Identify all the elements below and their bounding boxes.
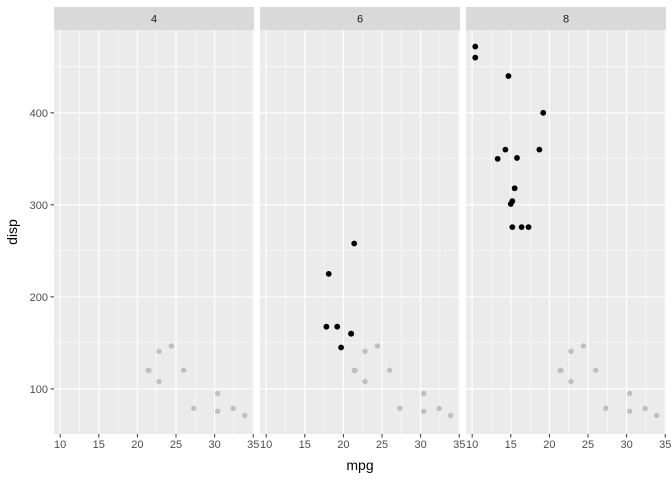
panel-background [54,30,254,434]
background-point [568,378,574,385]
data-point [351,240,358,247]
facet-panel-6: 6 [260,7,460,434]
x-tick-label: 30 [414,439,426,451]
x-axes: 10 15 20 25 30 35 10 15 20 25 30 35 10 15 20 25 30 35 [54,434,671,451]
data-point [536,146,543,153]
y-axis-title: disp [4,219,20,245]
facet-strip-label: 8 [563,14,569,26]
facet-strip-label: 6 [357,14,363,26]
background-point [215,408,221,414]
background-point [387,367,393,373]
background-point [436,405,442,412]
background-point [242,412,248,419]
background-point [168,343,175,349]
data-point [518,224,525,231]
background-point [558,367,564,374]
background-point [191,405,197,411]
data-point [348,330,355,337]
background-point [374,343,381,349]
background-point [230,405,236,412]
x-tick-label: 15 [505,439,517,451]
data-point [525,224,532,231]
background-point [215,390,221,397]
data-point [507,201,514,207]
background-point [448,412,454,419]
data-point [334,323,341,330]
facet-panel-4: 4 [54,7,254,434]
x-tick-label: 25 [582,439,594,451]
x-tick-label: 35 [659,439,671,451]
data-point [540,109,547,116]
background-point [362,378,368,385]
x-tick-label: 10 [466,439,478,451]
data-point [494,155,501,162]
background-point [568,348,574,355]
data-point [505,73,512,79]
facet-panel-8: 8 [466,7,666,434]
panel-background [260,30,460,434]
background-point [593,367,599,373]
facet-panels: 4 6 8 [54,7,666,434]
x-tick-label: 35 [453,439,465,451]
y-tick-label: 100 [30,384,48,396]
y-axis: 100 200 300 400 [30,108,54,396]
x-tick-label: 25 [376,439,388,451]
x-tick-label: 20 [131,439,143,451]
facet-strip-label: 4 [151,14,157,26]
data-point [511,185,518,192]
x-tick-label: 10 [260,439,272,451]
data-point [502,146,509,153]
panel-background [466,30,666,434]
y-tick-label: 200 [30,292,48,304]
facet-strip-background [260,7,460,30]
x-axis-title: mpg [346,457,373,473]
facet-strip-background [466,7,666,30]
x-tick-label: 30 [620,439,632,451]
data-point [323,323,330,330]
data-point [514,155,520,161]
data-point [509,224,516,231]
background-point [156,378,162,385]
background-point [580,343,587,349]
background-point [654,412,660,419]
background-point [642,405,648,412]
background-point [397,405,403,411]
background-point [362,348,368,355]
x-tick-label: 30 [208,439,220,451]
x-tick-label: 20 [337,439,349,451]
x-tick-label: 20 [543,439,555,451]
background-point [627,408,633,414]
data-point [325,270,332,277]
x-tick-label: 10 [54,439,66,451]
background-point [421,408,427,414]
y-tick-label: 400 [30,108,48,120]
x-tick-label: 25 [170,439,182,451]
facet-strip-background [54,7,254,30]
background-point [181,367,187,373]
background-point [603,405,609,411]
background-point [156,348,162,355]
data-point [338,344,344,351]
data-point [472,54,479,61]
x-tick-label: 15 [93,439,105,451]
background-point [421,390,427,397]
background-point [627,390,633,397]
y-tick-label: 300 [30,200,48,212]
x-tick-label: 35 [247,439,259,451]
background-point [352,367,358,374]
x-tick-label: 15 [299,439,311,451]
data-point [472,43,479,50]
background-point [146,367,152,374]
